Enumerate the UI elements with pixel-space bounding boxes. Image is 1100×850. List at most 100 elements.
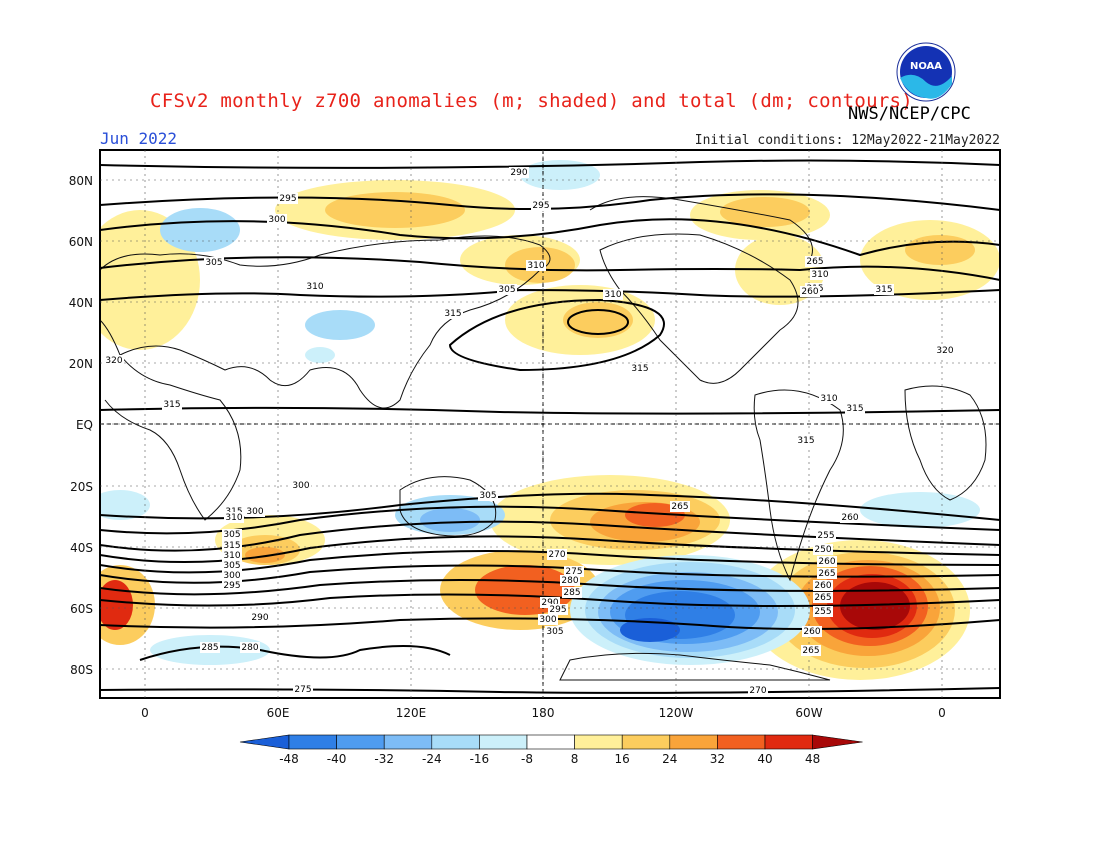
colorbar-arrow-right bbox=[812, 734, 863, 750]
height-contours bbox=[100, 159, 1000, 694]
colorbar-segment bbox=[669, 734, 718, 750]
svg-text:260: 260 bbox=[803, 627, 820, 637]
lat-label: 80N bbox=[69, 174, 93, 188]
svg-text:315: 315 bbox=[223, 541, 240, 551]
svg-text:260: 260 bbox=[818, 557, 835, 567]
contour-value-label: 315 bbox=[224, 506, 244, 517]
contour-value-label: 310 bbox=[224, 512, 244, 523]
colorbar-segment bbox=[288, 734, 337, 750]
noaa-logo-text: NOAA bbox=[910, 61, 942, 72]
contour-value-label: 310 bbox=[222, 550, 242, 561]
colorbar-segment bbox=[336, 734, 385, 750]
svg-text:275: 275 bbox=[294, 685, 311, 695]
contour-value-label: 265 bbox=[801, 645, 821, 656]
svg-text:260: 260 bbox=[814, 581, 831, 591]
svg-text:295: 295 bbox=[223, 581, 240, 591]
colorbar-tick-label: 32 bbox=[710, 752, 725, 766]
svg-text:295: 295 bbox=[532, 201, 549, 211]
svg-text:310: 310 bbox=[306, 282, 323, 292]
lat-label: 40S bbox=[70, 541, 93, 555]
contour-value-label: 275 bbox=[564, 566, 584, 577]
svg-text:285: 285 bbox=[563, 588, 580, 598]
svg-text:285: 285 bbox=[201, 643, 218, 653]
axis-labels: 80N 60N 40N 20N EQ 20S 40S 60S 80S 0 60E 120E 180 120… bbox=[69, 174, 946, 720]
contour-value-label: 260 bbox=[817, 556, 837, 567]
svg-text:260: 260 bbox=[801, 287, 818, 297]
lon-label: 120E bbox=[396, 706, 427, 720]
colorbar-tick-label: 40 bbox=[757, 752, 772, 766]
contour-value-label: 260 bbox=[800, 286, 820, 297]
svg-text:310: 310 bbox=[223, 551, 240, 561]
contour-value-label: 280 bbox=[240, 642, 260, 653]
lat-label: 80S bbox=[70, 663, 93, 677]
contour-value-label: 305 bbox=[497, 284, 517, 295]
svg-text:310: 310 bbox=[225, 513, 242, 523]
coastlines bbox=[100, 196, 987, 681]
svg-text:315: 315 bbox=[444, 309, 461, 319]
contour-value-label: 305 bbox=[222, 529, 242, 540]
contour-value-label: 265 bbox=[813, 592, 833, 603]
svg-text:265: 265 bbox=[802, 646, 819, 656]
svg-text:315: 315 bbox=[163, 400, 180, 410]
contour-value-label: 315 bbox=[162, 399, 182, 410]
map-frame bbox=[99, 149, 1001, 699]
contour-value-label: 310 bbox=[819, 393, 839, 404]
svg-text:300: 300 bbox=[539, 615, 556, 625]
svg-text:315: 315 bbox=[875, 285, 892, 295]
svg-text:250: 250 bbox=[814, 545, 831, 555]
lon-label: 60W bbox=[795, 706, 822, 720]
colorbar-tick-label: -16 bbox=[470, 752, 490, 766]
contour-value-label: 265 bbox=[805, 256, 825, 267]
colorbar-segment bbox=[717, 734, 766, 750]
initial-conditions-label: Initial conditions: 12May2022-21May2022 bbox=[694, 133, 1000, 148]
colorbar-tick-label: -24 bbox=[422, 752, 442, 766]
contour-value-label: 285 bbox=[200, 642, 220, 653]
svg-text:280: 280 bbox=[241, 643, 258, 653]
svg-text:270: 270 bbox=[548, 550, 565, 560]
svg-text:300: 300 bbox=[268, 215, 285, 225]
svg-text:315: 315 bbox=[846, 404, 863, 414]
lat-label: 20N bbox=[69, 357, 93, 371]
contour-value-label: 265 bbox=[670, 501, 690, 512]
contour-value-label: 290 bbox=[540, 597, 560, 608]
svg-text:310: 310 bbox=[527, 261, 544, 271]
contour-value-label: 300 bbox=[245, 506, 265, 517]
contour-value-label: 320 bbox=[104, 355, 124, 366]
svg-text:310: 310 bbox=[604, 290, 621, 300]
contour-value-label: 295 bbox=[548, 604, 568, 615]
colorbar-segment bbox=[383, 734, 433, 750]
contour-value-label: 285 bbox=[562, 587, 582, 598]
contour-value-label: 305 bbox=[545, 626, 565, 637]
month-label: Jun 2022 bbox=[100, 129, 178, 148]
svg-text:295: 295 bbox=[279, 194, 296, 204]
svg-text:265: 265 bbox=[814, 593, 831, 603]
noaa-logo: NOAA bbox=[896, 42, 956, 102]
svg-text:300: 300 bbox=[246, 507, 263, 517]
colorbar-tick-label: 16 bbox=[615, 752, 630, 766]
svg-text:320: 320 bbox=[105, 356, 122, 366]
contour-value-label: 305 bbox=[478, 490, 498, 501]
contour-value-label: 260 bbox=[840, 512, 860, 523]
contour-value-label: 250 bbox=[813, 544, 833, 555]
lon-label: 180 bbox=[532, 706, 555, 720]
contour-value-label: 320 bbox=[935, 345, 955, 356]
svg-text:305: 305 bbox=[205, 258, 222, 268]
contour-value-label: 310 bbox=[810, 269, 830, 280]
chart-title: CFSv2 monthly z700 anomalies (m; shaded)… bbox=[150, 90, 914, 112]
contour-value-label: 300 bbox=[267, 214, 287, 225]
colorbar-segment bbox=[621, 734, 671, 750]
svg-text:300: 300 bbox=[223, 571, 240, 581]
svg-text:265: 265 bbox=[818, 569, 835, 579]
svg-text:310: 310 bbox=[820, 394, 837, 404]
colorbar-tick-label: 8 bbox=[571, 752, 579, 766]
contour-value-label: 310 bbox=[603, 289, 623, 300]
contour-value-label: 315 bbox=[796, 435, 816, 446]
colorbar: -48 -40 -32 -24 -16 -8 8 16 24 32 40 48 bbox=[239, 734, 863, 766]
svg-text:290: 290 bbox=[251, 613, 268, 623]
contour-value-label: 300 bbox=[538, 614, 558, 625]
lat-label: 20S bbox=[70, 480, 93, 494]
contour-value-label: 295 bbox=[278, 193, 298, 204]
svg-text:255: 255 bbox=[814, 607, 831, 617]
svg-text:310: 310 bbox=[811, 270, 828, 280]
